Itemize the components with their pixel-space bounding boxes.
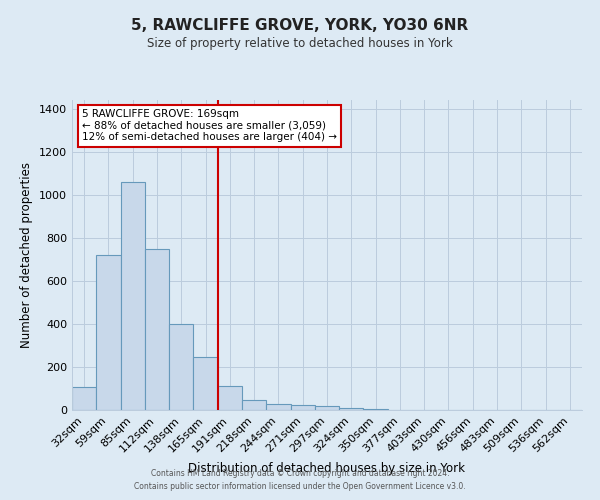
Bar — [218, 386, 242, 410]
Bar — [72, 387, 96, 410]
Bar — [290, 406, 315, 410]
Text: Contains public sector information licensed under the Open Government Licence v3: Contains public sector information licen… — [134, 482, 466, 491]
Text: Size of property relative to detached houses in York: Size of property relative to detached ho… — [147, 38, 453, 51]
Bar — [169, 324, 193, 410]
Y-axis label: Number of detached properties: Number of detached properties — [20, 162, 34, 348]
Bar — [266, 404, 290, 410]
Text: Contains HM Land Registry data © Crown copyright and database right 2024.: Contains HM Land Registry data © Crown c… — [151, 468, 449, 477]
X-axis label: Distribution of detached houses by size in York: Distribution of detached houses by size … — [188, 462, 466, 475]
Text: 5 RAWCLIFFE GROVE: 169sqm
← 88% of detached houses are smaller (3,059)
12% of se: 5 RAWCLIFFE GROVE: 169sqm ← 88% of detac… — [82, 110, 337, 142]
Bar — [315, 406, 339, 410]
Bar — [364, 409, 388, 410]
Bar — [121, 182, 145, 410]
Text: 5, RAWCLIFFE GROVE, YORK, YO30 6NR: 5, RAWCLIFFE GROVE, YORK, YO30 6NR — [131, 18, 469, 32]
Bar — [96, 255, 121, 410]
Bar — [145, 248, 169, 410]
Bar — [242, 400, 266, 410]
Bar — [339, 408, 364, 410]
Bar — [193, 358, 218, 410]
